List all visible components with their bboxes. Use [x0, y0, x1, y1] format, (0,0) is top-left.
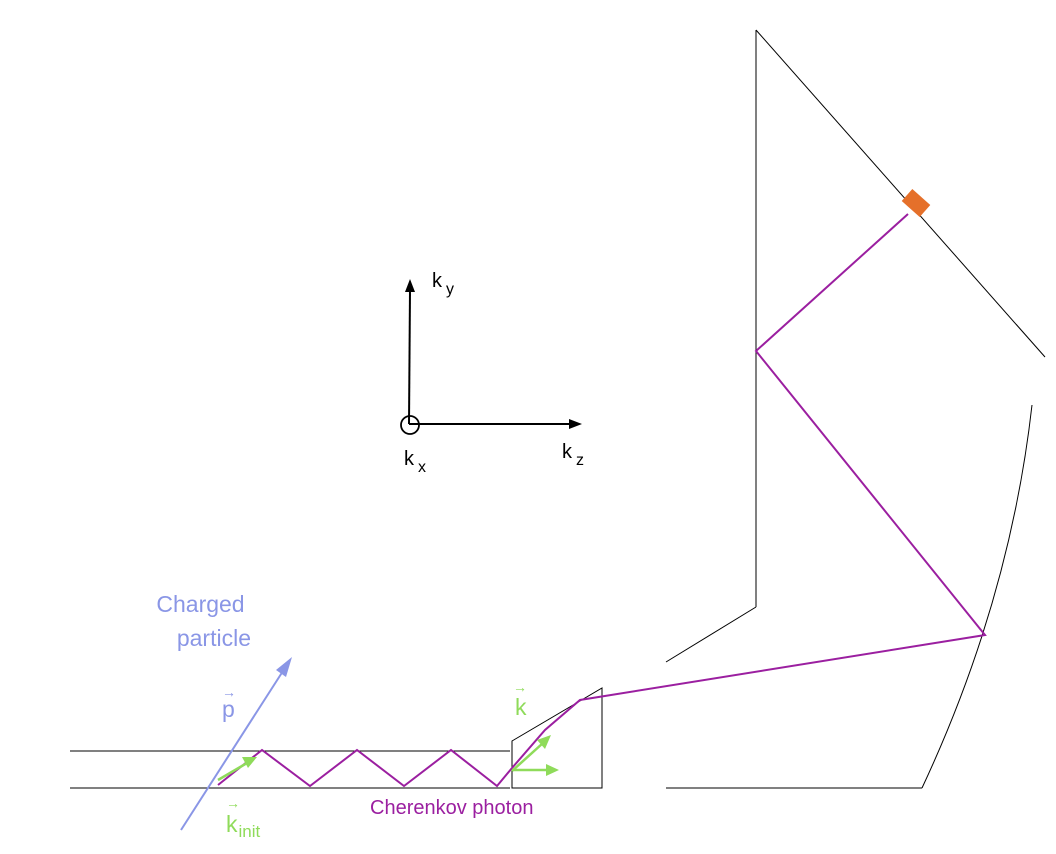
k-label: k: [515, 694, 527, 720]
radiator-bar: [70, 750, 510, 789]
particle-arrowhead: [276, 657, 292, 677]
charged-particle-label: Charged particle: [156, 591, 251, 651]
k-init-arrowhead: [242, 757, 257, 768]
cherenkov-photon-path: [217, 213, 987, 788]
detector-plane: [755, 29, 1046, 358]
expansion-volume: [665, 29, 1046, 789]
kz-arrowhead: [569, 419, 582, 429]
k-init-vector: [217, 761, 248, 782]
photodetector-pixel: [901, 189, 931, 217]
k-vector-arrow-icon: →: [513, 679, 527, 695]
kz-projection-arrowhead: [546, 764, 559, 776]
cherenkov-photon-label: Cherenkov photon: [370, 797, 533, 819]
ky-axis: [408, 289, 411, 425]
k-init-label: kinit: [226, 811, 261, 841]
volume-lower-slant: [665, 606, 757, 663]
kx-out-of-page-icon: [400, 415, 420, 435]
momentum-vector-arrow-icon: →: [222, 684, 236, 700]
photon-vectors: [217, 735, 559, 782]
k-arrowhead: [537, 735, 551, 749]
spherical-mirror: [921, 404, 1033, 789]
ky-arrowhead: [405, 279, 415, 292]
coordinate-axes: [400, 279, 582, 435]
charged-particle-track: [180, 657, 292, 831]
k-init-vector-arrow-icon: →: [226, 795, 240, 811]
momentum-label: p: [222, 696, 235, 722]
k-vector: [511, 742, 544, 772]
